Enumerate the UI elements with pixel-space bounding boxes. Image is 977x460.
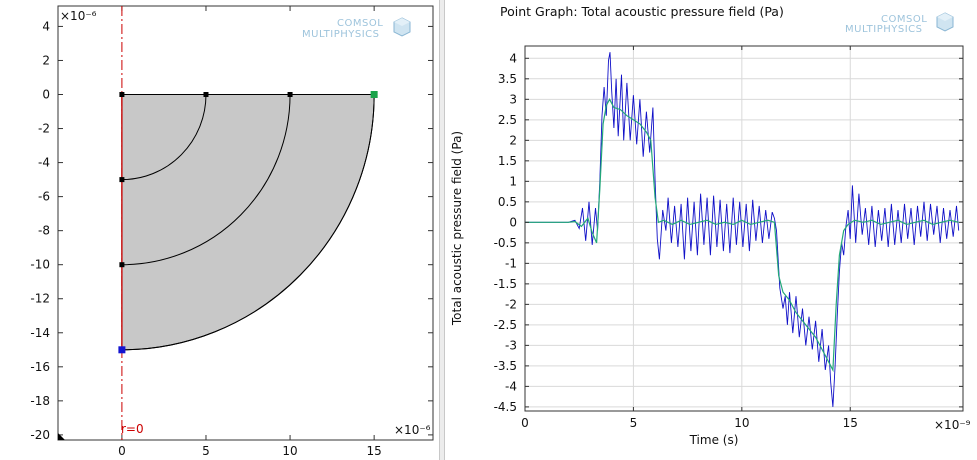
r-zero-label: r=0 xyxy=(121,422,144,436)
geometry-vertex[interactable] xyxy=(287,92,293,98)
y-tick-label: -1 xyxy=(505,256,517,270)
geo-y-tick-label: -2 xyxy=(38,122,50,136)
y-tick-label: 0.5 xyxy=(498,195,517,209)
y-scale-label: ×10⁻⁶ xyxy=(60,9,97,23)
geo-y-tick-label: -4 xyxy=(38,156,50,170)
geometry-arc-boundary[interactable] xyxy=(121,94,207,181)
comsol-watermark: COMSOL MULTIPHYSICS xyxy=(302,17,411,40)
point-graph-chart[interactable]: Point Graph: Total acoustic pressure fie… xyxy=(445,0,977,460)
geo-y-tick-label: -14 xyxy=(30,326,50,340)
geo-y-tick-label: 0 xyxy=(42,88,50,102)
geo-y-tick-label: -16 xyxy=(30,360,50,374)
x-axis-label: Time (s) xyxy=(689,433,739,447)
watermark-line-2: MULTIPHYSICS xyxy=(302,29,379,40)
geometry-frame xyxy=(57,5,434,441)
x-tick-label: 5 xyxy=(630,416,638,430)
comsol-cube-icon xyxy=(393,17,411,37)
y-tick-label: 0 xyxy=(509,215,517,229)
y-tick-label: -3 xyxy=(505,338,517,352)
chart-comsol-cube-icon xyxy=(936,12,954,32)
geometry-vertex[interactable] xyxy=(119,92,125,98)
y-tick-label: -0.5 xyxy=(494,236,517,250)
geo-y-tick-label: -20 xyxy=(30,428,50,442)
geo-y-tick-label: -10 xyxy=(30,258,50,272)
comsol-watermark-chart: COMSOL MULTIPHYSICS xyxy=(845,12,954,35)
y-tick-label: 1.5 xyxy=(498,154,517,168)
axis-orientation-icon xyxy=(58,433,65,440)
geo-y-tick-label: 2 xyxy=(42,53,50,67)
geometry-plot[interactable]: 4 2 0 -2 -4 -6 -8 -10 -12 -14 -16 -18 -20 0 5 10 15 ×10⁻… xyxy=(0,0,439,460)
y-tick-label: 3.5 xyxy=(498,72,517,86)
y-tick-label: 2.5 xyxy=(498,113,517,127)
y-axis-label: Total acoustic pressure field (Pa) xyxy=(450,131,464,326)
chart-x-scale-label: ×10⁻⁹ xyxy=(934,418,971,432)
y-tick-label: -4 xyxy=(505,379,517,393)
geometry-domain-region[interactable] xyxy=(121,94,375,351)
plot-frame xyxy=(524,45,964,412)
x-tick-label: 15 xyxy=(843,416,858,430)
y-tick-label: 3 xyxy=(509,92,517,106)
geometry-vertex[interactable] xyxy=(370,91,378,99)
geometry-arc-boundary[interactable] xyxy=(121,94,291,266)
geo-y-tick-label: -6 xyxy=(38,190,50,204)
geo-x-tick-label: 5 xyxy=(202,444,210,458)
chart-watermark-line-1: COMSOL xyxy=(881,14,927,25)
x-tick-label: 0 xyxy=(521,416,529,430)
y-tick-label: -2 xyxy=(505,297,517,311)
y-tick-label: 1 xyxy=(509,174,517,188)
geo-y-tick-label: -18 xyxy=(30,394,50,408)
geometry-arc-boundary[interactable] xyxy=(121,94,375,351)
geometry-vertex[interactable] xyxy=(118,346,126,354)
series-line-2[interactable] xyxy=(525,98,959,373)
geo-y-tick-label: -12 xyxy=(30,292,50,306)
series-line-1[interactable] xyxy=(525,52,960,407)
geo-x-tick-label: 15 xyxy=(367,444,382,458)
y-tick-label: -4.5 xyxy=(494,400,517,414)
x-scale-label: ×10⁻⁶ xyxy=(394,423,431,437)
chart-watermark-line-2: MULTIPHYSICS xyxy=(845,24,922,35)
point-graph-panel[interactable]: Point Graph: Total acoustic pressure fie… xyxy=(444,0,977,460)
x-tick-label: 10 xyxy=(734,416,749,430)
geo-y-tick-label: 4 xyxy=(42,19,50,33)
geometry-vertex[interactable] xyxy=(119,262,125,268)
geometry-panel[interactable]: 4 2 0 -2 -4 -6 -8 -10 -12 -14 -16 -18 -20 0 5 10 15 ×10⁻… xyxy=(0,0,440,460)
y-tick-label: 2 xyxy=(509,133,517,147)
y-tick-label: 4 xyxy=(509,51,517,65)
geometry-vertex[interactable] xyxy=(203,92,209,98)
watermark-line-1: COMSOL xyxy=(337,18,383,29)
y-tick-label: -2.5 xyxy=(494,318,517,332)
geometry-vertex[interactable] xyxy=(119,177,125,183)
geo-y-tick-label: -8 xyxy=(38,224,50,238)
y-tick-label: -1.5 xyxy=(494,277,517,291)
chart-title: Point Graph: Total acoustic pressure fie… xyxy=(500,4,784,19)
geo-x-tick-label: 10 xyxy=(282,444,297,458)
y-tick-label: -3.5 xyxy=(494,359,517,373)
geo-x-tick-label: 0 xyxy=(118,444,126,458)
